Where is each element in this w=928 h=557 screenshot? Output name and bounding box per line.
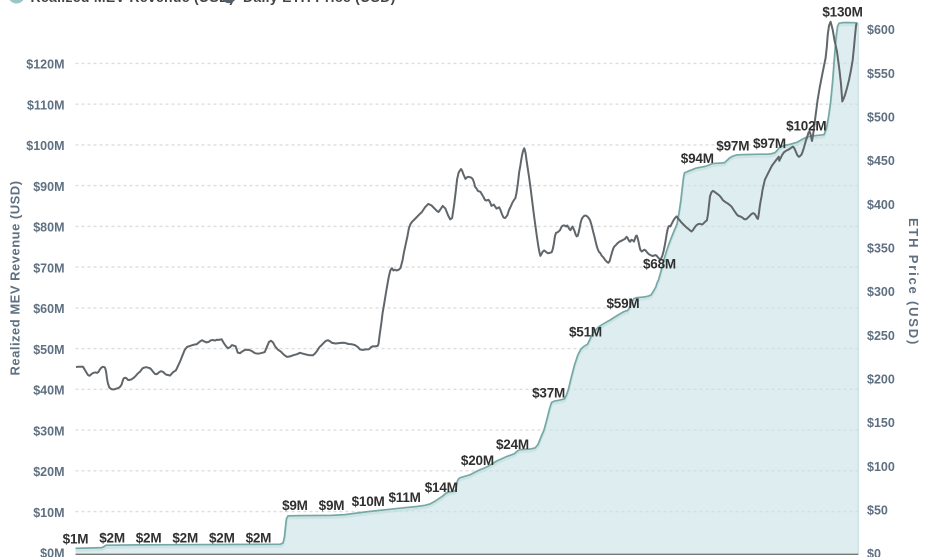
svg-text:$68M: $68M	[643, 256, 676, 271]
svg-text:Realized MEV Revenue (USD): Realized MEV Revenue (USD)	[8, 180, 23, 375]
svg-text:$50M: $50M	[33, 343, 64, 357]
svg-text:$40M: $40M	[33, 384, 64, 398]
svg-text:$0M: $0M	[40, 547, 64, 557]
svg-text:$350: $350	[867, 242, 895, 256]
svg-text:$70M: $70M	[33, 261, 64, 275]
svg-text:$2M: $2M	[136, 530, 162, 545]
svg-text:$94M: $94M	[681, 151, 714, 166]
svg-text:$59M: $59M	[607, 296, 640, 311]
svg-text:$11M: $11M	[388, 490, 420, 505]
svg-text:Realized MEV Revenue (USD): Realized MEV Revenue (USD)	[31, 0, 235, 5]
svg-text:$10M: $10M	[352, 494, 385, 509]
svg-text:$14M: $14M	[425, 480, 458, 495]
svg-text:$250: $250	[867, 329, 895, 343]
svg-text:$102M: $102M	[786, 119, 826, 134]
svg-text:ETH Price (USD): ETH Price (USD)	[906, 218, 921, 346]
svg-text:$450: $450	[867, 154, 895, 168]
svg-text:$60M: $60M	[33, 302, 64, 316]
svg-text:$9M: $9M	[319, 498, 345, 513]
svg-text:$130M: $130M	[822, 4, 862, 19]
svg-text:$80M: $80M	[33, 221, 64, 235]
svg-text:$2M: $2M	[209, 530, 235, 545]
svg-text:$400: $400	[867, 198, 895, 212]
svg-text:$0: $0	[867, 547, 881, 557]
svg-text:$10M: $10M	[33, 506, 64, 520]
svg-text:$2M: $2M	[246, 530, 272, 545]
svg-text:$20M: $20M	[461, 453, 494, 468]
svg-text:$24M: $24M	[496, 437, 529, 452]
svg-text:$600: $600	[867, 23, 895, 37]
svg-text:$500: $500	[867, 111, 895, 125]
svg-text:$300: $300	[867, 285, 895, 299]
svg-text:$20M: $20M	[33, 465, 64, 479]
svg-text:$9M: $9M	[282, 498, 308, 513]
svg-text:$90M: $90M	[33, 180, 64, 194]
svg-text:$1M: $1M	[63, 531, 89, 546]
svg-text:$2M: $2M	[99, 530, 125, 545]
svg-text:Daily ETH Price (USD): Daily ETH Price (USD)	[243, 0, 396, 5]
svg-text:$50: $50	[867, 504, 888, 518]
svg-text:$30M: $30M	[33, 424, 64, 438]
svg-text:$110M: $110M	[27, 98, 65, 112]
svg-text:$51M: $51M	[569, 325, 602, 340]
svg-text:$2M: $2M	[172, 530, 198, 545]
svg-text:$120M: $120M	[26, 58, 64, 72]
svg-text:$150: $150	[867, 416, 895, 430]
svg-text:$100M: $100M	[26, 139, 64, 153]
svg-text:$37M: $37M	[532, 386, 565, 401]
svg-text:$550: $550	[867, 67, 895, 81]
svg-text:$100: $100	[867, 460, 895, 474]
svg-text:$97M: $97M	[716, 138, 749, 153]
svg-text:$200: $200	[867, 373, 895, 387]
svg-text:$97M: $97M	[753, 136, 786, 151]
